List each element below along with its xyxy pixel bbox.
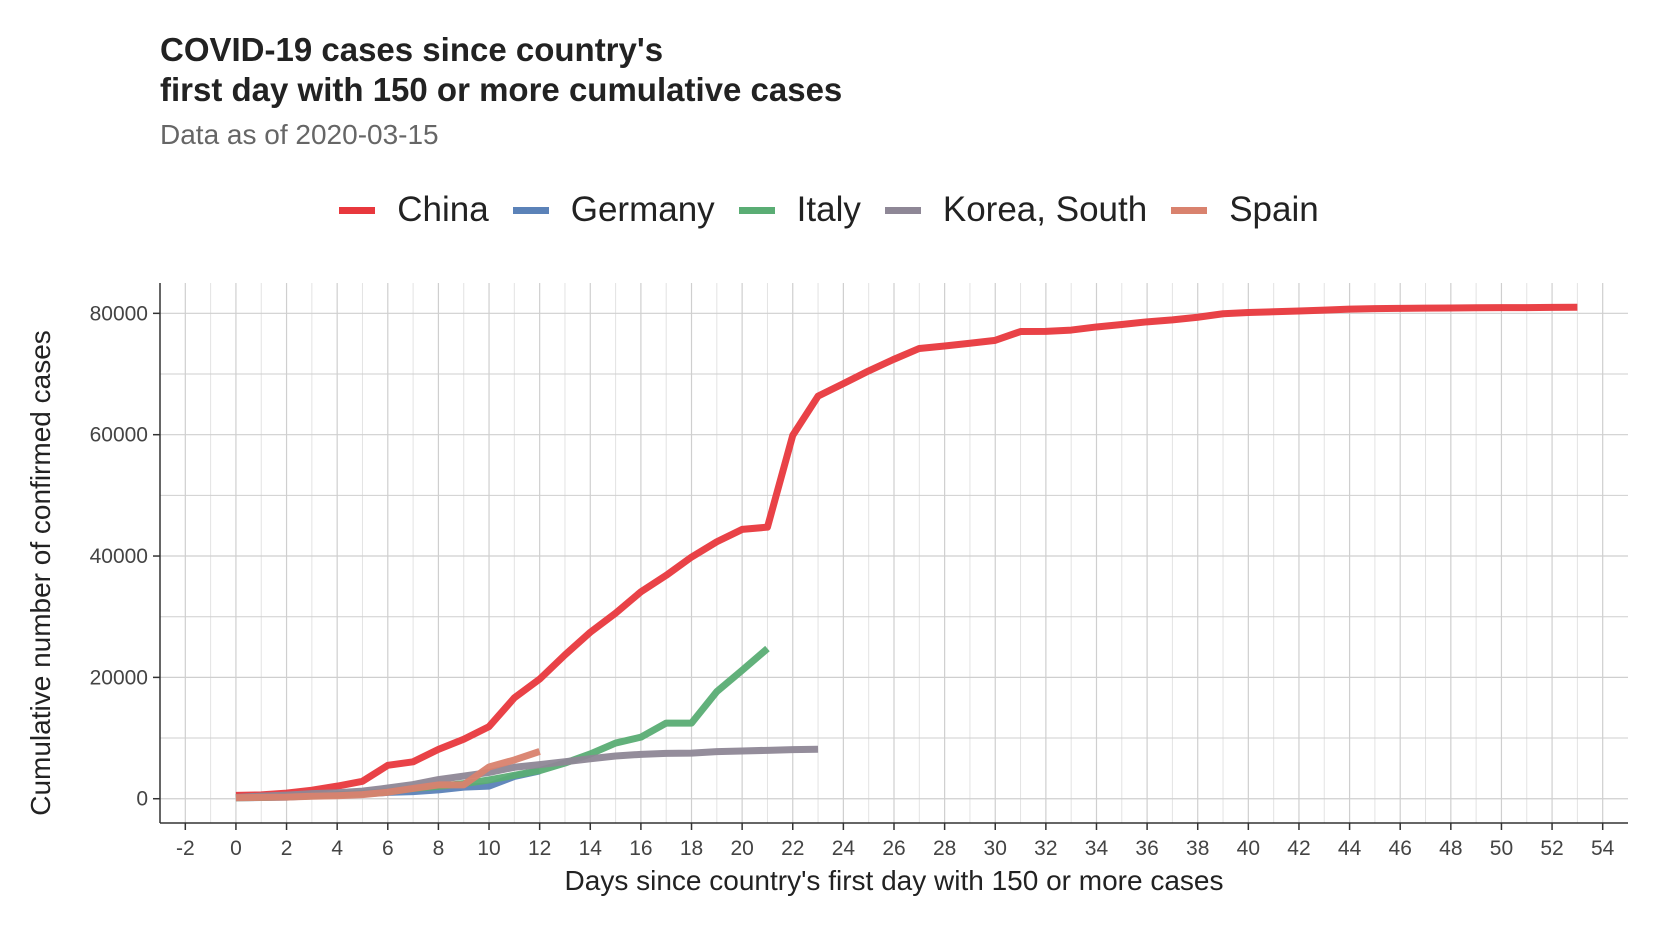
- legend: China Germany Italy Korea, South Spain: [0, 190, 1658, 230]
- x-tick-label: 20: [730, 837, 753, 860]
- series-line-italy: [235, 645, 770, 802]
- x-tick-label: 38: [1186, 837, 1209, 860]
- series-line-spain: [235, 748, 541, 802]
- x-tick-label: 40: [1237, 837, 1260, 860]
- x-tick-label: 36: [1135, 837, 1158, 860]
- legend-item-korea-south: Korea, South: [884, 190, 1148, 230]
- legend-label: Korea, South: [942, 190, 1148, 229]
- legend-swatch: [339, 206, 376, 214]
- x-tick-label: 4: [331, 837, 343, 860]
- y-axis-title: Cumulative number of confirmed cases: [25, 330, 56, 816]
- legend-item-germany: Germany: [512, 190, 715, 230]
- x-tick-label: 52: [1540, 837, 1563, 860]
- legend-label: Germany: [570, 190, 715, 229]
- x-tick-label: 54: [1591, 837, 1615, 860]
- series-lines: [235, 303, 1578, 802]
- x-tick-label: 48: [1439, 837, 1462, 860]
- x-tick-label: 8: [433, 837, 445, 860]
- chart-title-line-1: COVID-19 cases since country's: [160, 31, 664, 68]
- y-tick-label: 40000: [90, 545, 148, 568]
- x-tick-label: 34: [1085, 837, 1109, 860]
- x-tick-label: 28: [933, 837, 956, 860]
- legend-label: China: [397, 190, 489, 229]
- grid: [160, 283, 1628, 823]
- x-tick-label: 26: [882, 837, 905, 860]
- series-line-china: [235, 303, 1578, 799]
- y-tick-label: 20000: [90, 666, 148, 689]
- legend-label: Italy: [796, 190, 861, 229]
- x-tick-label: 10: [477, 837, 500, 860]
- title-block: COVID-19 cases since country's first day…: [160, 30, 842, 152]
- x-tick-label: 44: [1338, 837, 1362, 860]
- legend-swatch: [884, 206, 921, 214]
- x-tick-label: 24: [832, 837, 856, 860]
- x-tick-label: 16: [629, 837, 652, 860]
- legend-item-italy: Italy: [738, 190, 861, 230]
- x-tick-label: 46: [1389, 837, 1412, 860]
- legend-item-china: China: [339, 190, 489, 230]
- x-tick-label: 50: [1490, 837, 1513, 860]
- axes: -2 0 2 4 6 8 10 12 14 16 18 20 22 24 26 28 30 32 34 36 38 40 4…: [90, 283, 1628, 860]
- x-tick-label: 22: [781, 837, 804, 860]
- y-tick-label: 60000: [90, 424, 148, 447]
- legend-item-spain: Spain: [1171, 190, 1319, 230]
- x-tick-label: -2: [176, 837, 195, 860]
- legend-swatch: [738, 206, 775, 214]
- x-tick-label: 6: [382, 837, 394, 860]
- x-tick-label: 42: [1287, 837, 1310, 860]
- chart-subtitle: Data as of 2020-03-15: [160, 119, 439, 150]
- x-tick-label: 0: [230, 837, 242, 860]
- x-tick-label: 2: [281, 837, 293, 860]
- x-tick-label: 30: [984, 837, 1007, 860]
- x-tick-label: 32: [1034, 837, 1057, 860]
- chart-title-line-2: first day with 150 or more cumulative ca…: [160, 71, 843, 108]
- legend-label: Spain: [1229, 190, 1319, 229]
- legend-swatch: [512, 206, 549, 214]
- y-tick-label: 80000: [90, 302, 148, 325]
- x-tick-label: 18: [680, 837, 703, 860]
- x-tick-label: 12: [528, 837, 551, 860]
- x-tick-label: 14: [579, 837, 603, 860]
- x-axis-title: Days since country's first day with 150 …: [565, 865, 1224, 896]
- legend-swatch: [1171, 206, 1208, 214]
- y-tick-label: 0: [136, 788, 148, 811]
